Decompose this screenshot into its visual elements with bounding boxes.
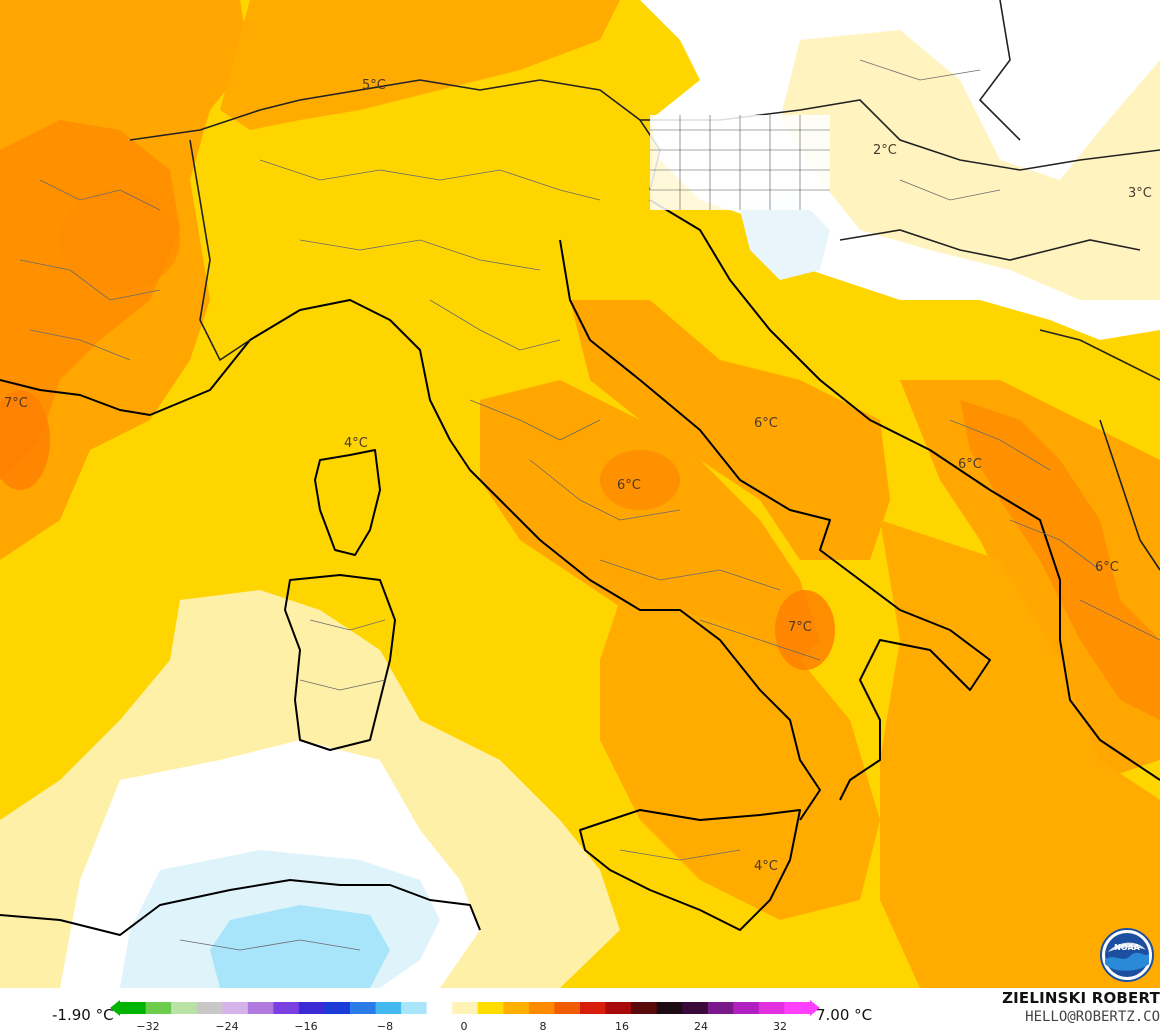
temp-zone-central-italy-orange [480, 380, 820, 680]
color-scale-cell [656, 1002, 683, 1014]
color-scale-cell [375, 1002, 402, 1014]
color-scale-cell [324, 1002, 351, 1014]
scale-tick: 0 [460, 1020, 468, 1033]
temp-label: 6°C [754, 416, 778, 431]
author-name: ZIELINSKI ROBERT [1002, 989, 1160, 1007]
color-scale-cell [758, 1002, 785, 1014]
color-scale-cell [707, 1002, 734, 1014]
color-scale [110, 1000, 820, 1016]
temp-zone-northeast-lightblue [740, 190, 830, 280]
credit-block: ZIELINSKI ROBERT HELLO@ROBERTZ.CO [960, 988, 1160, 1025]
temp-zone-south-orange [600, 600, 880, 920]
scale-tick: 24 [694, 1020, 708, 1033]
temp-zone-africa-blue [210, 905, 390, 988]
temp-label: 3°C [1128, 186, 1152, 201]
scale-tick: −16 [294, 1020, 318, 1033]
color-scale-cell [503, 1002, 530, 1014]
color-scale-cell [171, 1002, 198, 1014]
noaa-logo: NOAA [1100, 928, 1154, 982]
scale-tick: 8 [539, 1020, 547, 1033]
color-scale-cell [631, 1002, 658, 1014]
legend-bar: -1.90 °C 7.00 °C −32 −24 −16 −8 0 8 16 2… [0, 988, 1160, 1035]
scale-tick: −32 [136, 1020, 160, 1033]
author-email: HELLO@ROBERTZ.CO [1025, 1009, 1160, 1025]
color-scale-cell [528, 1002, 555, 1014]
map-canvas [0, 0, 1160, 988]
color-scale-cell [605, 1002, 632, 1014]
color-scale-cell [196, 1002, 223, 1014]
temp-label: 6°C [1095, 560, 1119, 575]
temp-label: 4°C [344, 436, 368, 451]
temp-zone-north-orange [220, 0, 620, 130]
color-scale-cell [784, 1002, 811, 1014]
color-scale-cell [298, 1002, 325, 1014]
temp-zone-balkan-orange [900, 380, 1160, 780]
color-scale-cell [682, 1002, 709, 1014]
legend-min-label: -1.90 °C [52, 1006, 114, 1024]
color-scale-cell [554, 1002, 581, 1014]
regional-borders [19, 59, 1160, 951]
color-scale-cell [273, 1002, 300, 1014]
temp-label: 7°C [788, 620, 812, 635]
coastlines [0, 199, 1160, 936]
color-scale-cell [452, 1002, 479, 1014]
temp-label: 2°C [873, 143, 897, 158]
color-scale-cell [120, 1002, 147, 1014]
scale-right-arrow [810, 1000, 820, 1016]
color-scale-cells [120, 1002, 811, 1014]
scale-left-arrow [110, 1000, 120, 1016]
temperature-map: 5°C 2°C 3°C 7°C 4°C 6°C 6°C 6°C 6°C 7°C … [0, 0, 1160, 988]
color-scale-cell [477, 1002, 504, 1014]
temp-label: 4°C [754, 859, 778, 874]
temp-hotspot-1 [600, 450, 680, 510]
color-scale-cell [733, 1002, 760, 1014]
color-scale-cell [350, 1002, 377, 1014]
temp-zone-northeast-pale [780, 30, 1160, 300]
temp-zone-balkan-dark-orange [960, 400, 1160, 720]
temp-label: 6°C [617, 478, 641, 493]
noaa-logo-text: NOAA [1114, 943, 1140, 952]
color-scale-cell [580, 1002, 607, 1014]
temp-label: 6°C [958, 457, 982, 472]
scale-tick: −8 [376, 1020, 394, 1033]
temp-hotspot-3 [0, 390, 50, 490]
color-scale-cell [426, 1002, 453, 1014]
scale-tick: −24 [215, 1020, 239, 1033]
color-scale-cell [247, 1002, 274, 1014]
temp-zone-adriatic-orange [570, 300, 890, 560]
color-scale-cell [145, 1002, 172, 1014]
scale-tick: 32 [773, 1020, 787, 1033]
legend-max-label: 7.00 °C [816, 1006, 873, 1024]
temp-hotspot-4 [60, 190, 180, 290]
temp-zone-ionian-orange [880, 520, 1160, 988]
dense-municipal-borders [650, 115, 830, 210]
temp-label: 7°C [4, 396, 28, 411]
color-scale-cell [401, 1002, 428, 1014]
color-scale-cell [222, 1002, 249, 1014]
temp-label: 5°C [362, 78, 386, 93]
scale-tick: 16 [615, 1020, 629, 1033]
